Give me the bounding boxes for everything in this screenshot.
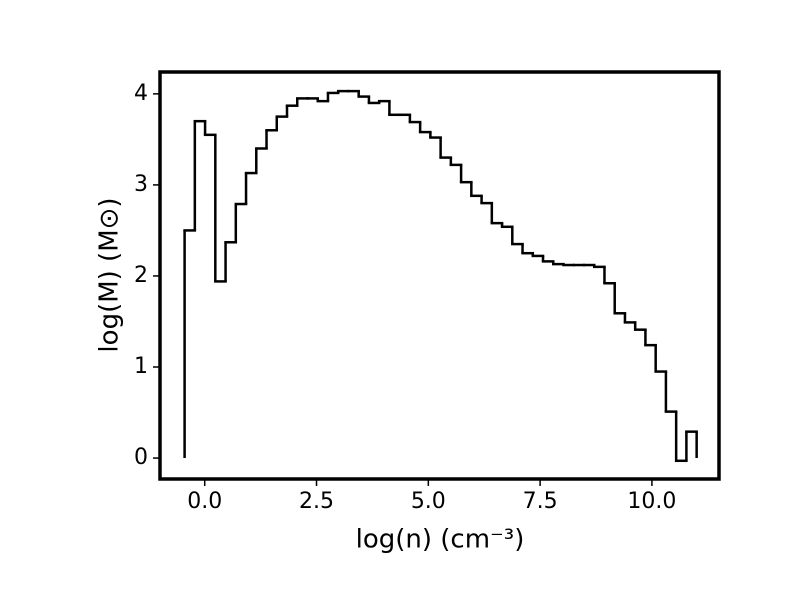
x-tick-label: 2.5 [299, 489, 334, 514]
x-tick-label: 0.0 [187, 489, 222, 514]
plot-frame [158, 70, 721, 481]
y-axis-label: log(M) (M⊙) [95, 197, 125, 352]
x-tick-label: 7.5 [523, 489, 558, 514]
y-tick-label: 4 [134, 81, 148, 106]
y-tick-label: 3 [134, 172, 148, 197]
y-tick-label: 2 [134, 263, 148, 288]
x-tick-label: 10.0 [627, 489, 676, 514]
y-tick-label: 0 [134, 445, 148, 470]
x-axis-label: log(n) (cm⁻³) [356, 525, 525, 555]
step-connectors [183, 91, 698, 461]
x-tick-label: 5.0 [411, 489, 446, 514]
y-tick-label: 1 [134, 354, 148, 379]
